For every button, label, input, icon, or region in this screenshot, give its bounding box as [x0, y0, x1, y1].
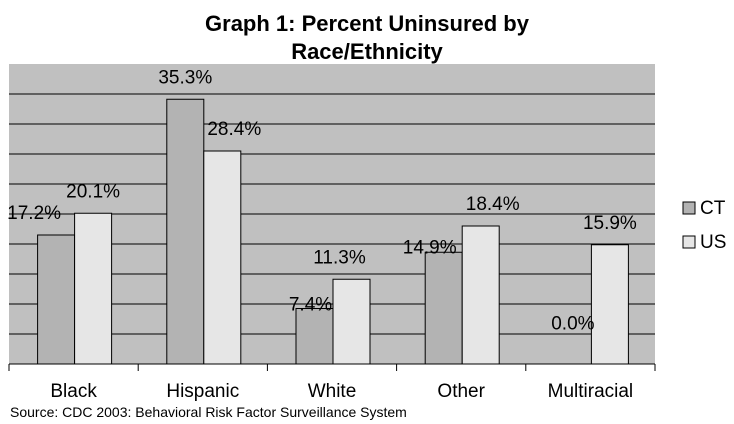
data-label-us: 18.4% [466, 194, 520, 215]
bar-us [461, 225, 500, 365]
category-label: Other [437, 381, 485, 402]
legend-swatch-us [682, 235, 696, 249]
data-labels: 17.2%20.1% 35.3% 28.4% 7.4% 11.3% 14.9% 18.4% 0… [7, 67, 637, 334]
source-note: Source: CDC 2003: Behavioral Risk Factor… [10, 404, 407, 420]
bar-us [590, 244, 629, 365]
bar-ct [166, 98, 205, 365]
gridlines [9, 93, 655, 335]
data-label-ct: 35.3% [158, 67, 212, 88]
legend-label-ct: CT [700, 198, 726, 219]
legend: CT US [682, 198, 726, 253]
bar-ct [295, 308, 334, 365]
bar-us [203, 150, 242, 365]
bars [37, 98, 629, 365]
category-label: Black [50, 381, 97, 402]
data-label-ct: 7.4% [289, 295, 332, 316]
legend-label-us: US [700, 232, 726, 253]
category-label: Hispanic [166, 381, 239, 402]
data-label-ct: 14.9% [403, 237, 457, 258]
category-labels: Black Hispanic White Other Multiracial [50, 381, 633, 402]
x-axis [8, 363, 656, 371]
data-label-ct: 0.0% [551, 313, 594, 334]
bar-us [74, 212, 113, 365]
data-label-us: 20.1% [66, 181, 120, 202]
data-label-ct: 17.2% [7, 203, 61, 224]
data-label-us: 28.4% [207, 119, 261, 140]
data-label-us: 15.9% [583, 213, 637, 234]
category-label: Multiracial [548, 381, 634, 402]
chart-title-line-2: Race/Ethnicity [291, 39, 443, 64]
chart-title-line-1: Graph 1: Percent Uninsured by [205, 11, 530, 36]
legend-swatch-ct [682, 201, 696, 215]
bar-us [332, 278, 371, 365]
bar-ct [37, 234, 76, 365]
data-label-us: 11.3% [313, 247, 366, 268]
category-label: White [308, 381, 357, 402]
bar-ct [424, 251, 463, 365]
